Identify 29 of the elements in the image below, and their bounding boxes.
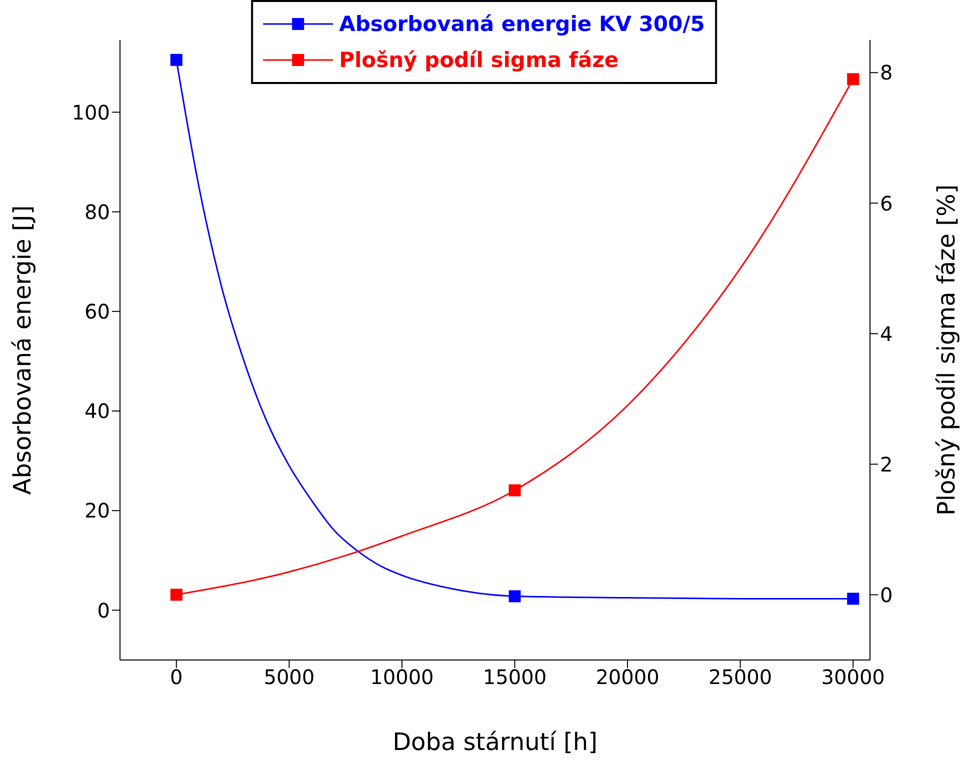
point: [170, 588, 182, 601]
y-tick-label: 60: [84, 300, 110, 324]
point: [508, 590, 521, 602]
x-tick-label: 5000: [264, 665, 315, 690]
y-tick-label: 80: [84, 200, 110, 224]
point: [847, 592, 860, 605]
y2-tick-label: 8: [880, 60, 893, 85]
y-tick-label: 0: [97, 598, 110, 622]
x-tick-label: 30000: [821, 665, 885, 690]
x-tick-label: 15000: [482, 665, 547, 690]
y2-tick-label: 4: [880, 322, 893, 346]
x-tick-label: 25000: [708, 665, 772, 690]
point: [170, 54, 182, 66]
x-tick-label: 0: [170, 665, 183, 690]
x-axis-title: Doba stárnutí [h]: [392, 728, 598, 756]
x-tick-label: 10000: [370, 665, 434, 690]
y-tick-label: 40: [84, 399, 110, 424]
x-tick-label: 20000: [596, 665, 660, 690]
y-axis-title: Absorbovaná energie [J]: [8, 205, 37, 495]
y2-tick-label: 0: [880, 582, 893, 607]
legend-label: Absorbovaná energie KV 300/5: [339, 11, 705, 38]
y-tick-label: 20: [84, 498, 110, 523]
point: [847, 73, 860, 86]
y2-tick-label: 2: [880, 452, 893, 476]
y-tick-label: 100: [72, 100, 110, 124]
y2-tick-label: 6: [880, 191, 893, 216]
y2-axis-title: Plošný podíl sigma fáze [%]: [932, 184, 961, 516]
legend-label: Plošný podíl sigma fáze: [339, 47, 619, 74]
point: [508, 484, 521, 496]
